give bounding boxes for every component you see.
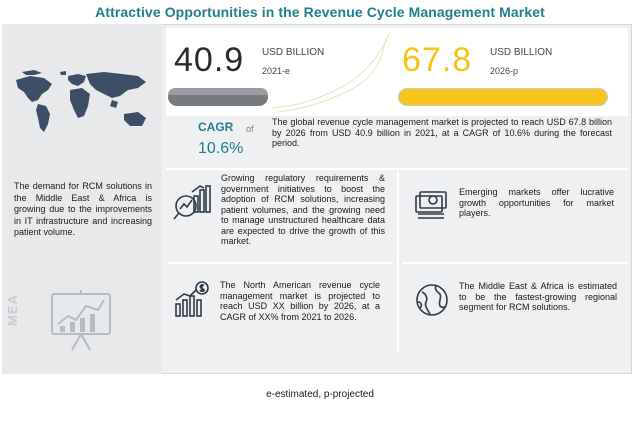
money-stack-icon (415, 191, 447, 219)
market-2026-unit: USD BILLION (490, 47, 553, 58)
left-panel: The demand for RCM solutions in the Midd… (2, 24, 162, 374)
market-2021-unit: USD BILLION (262, 47, 325, 58)
footnote: e-estimated, p-projected (266, 389, 374, 400)
left-panel-text: The demand for RCM solutions in the Midd… (14, 181, 152, 237)
market-summary-text: The global revenue cycle management mark… (272, 117, 612, 148)
trend-line-decoration (271, 31, 391, 113)
world-map-icon (16, 70, 146, 132)
insight-drivers-text: Growing regulatory requirements & govern… (221, 173, 385, 246)
page-title: Attractive Opportunities in the Revenue … (95, 4, 545, 20)
divider-under-summary (166, 168, 628, 170)
insight-north-america-text: The North American revenue cycle managem… (220, 280, 380, 322)
cagr-label: CAGR (198, 120, 234, 134)
insight-emerging-markets-text: Emerging markets offer lucrative growth … (459, 187, 614, 218)
market-2026-value: 67.8 (402, 41, 473, 79)
cagr-value: 10.6% (198, 140, 244, 157)
dollar-bar-chart-icon (175, 281, 209, 317)
divider-vertical (397, 172, 399, 352)
market-2026-bar (398, 88, 608, 106)
presentation-chart-icon (51, 290, 111, 351)
insight-mea-fastest-text: The Middle East & Africa is estimated to… (459, 281, 617, 312)
divider-horizontal-right (402, 262, 628, 264)
growth-magnifier-icon (173, 185, 211, 220)
cagr-of-label: of (246, 124, 254, 134)
market-2021-bar-highlight (168, 88, 268, 95)
mea-region-label: MEA (5, 294, 20, 326)
divider-horizontal-left (168, 262, 393, 264)
market-2026-year: 2026-p (490, 66, 519, 76)
market-2021-value: 40.9 (174, 41, 245, 79)
globe-icon (416, 284, 448, 316)
market-2021-year: 2021-e (262, 66, 291, 76)
